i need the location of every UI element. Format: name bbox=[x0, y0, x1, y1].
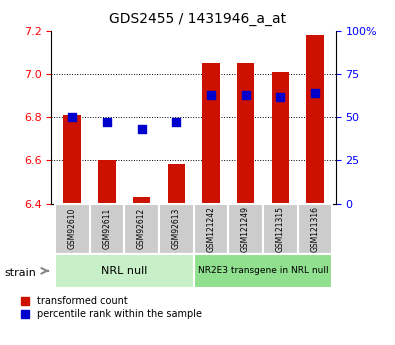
Bar bbox=[133, 197, 150, 204]
Point bbox=[208, 92, 214, 98]
Text: GDS2455 / 1431946_a_at: GDS2455 / 1431946_a_at bbox=[109, 12, 286, 26]
Point bbox=[69, 115, 75, 120]
Text: NRL null: NRL null bbox=[101, 266, 147, 276]
Bar bbox=[228, 204, 263, 254]
Bar bbox=[90, 204, 124, 254]
Bar bbox=[306, 36, 324, 204]
Bar bbox=[237, 63, 254, 204]
Bar bbox=[272, 72, 289, 204]
Point bbox=[312, 90, 318, 96]
Bar bbox=[159, 204, 194, 254]
Text: GSM121316: GSM121316 bbox=[310, 206, 320, 252]
Bar bbox=[55, 254, 194, 288]
Point bbox=[138, 126, 145, 131]
Text: GSM92610: GSM92610 bbox=[68, 208, 77, 249]
Text: strain: strain bbox=[4, 268, 36, 277]
Bar bbox=[263, 204, 297, 254]
Bar bbox=[194, 254, 332, 288]
Bar bbox=[64, 115, 81, 204]
Bar bbox=[202, 63, 220, 204]
Text: GSM92612: GSM92612 bbox=[137, 208, 146, 249]
Text: GSM121249: GSM121249 bbox=[241, 206, 250, 252]
Point bbox=[277, 94, 284, 99]
Point bbox=[173, 120, 179, 125]
Point bbox=[103, 120, 110, 125]
Bar bbox=[194, 204, 228, 254]
Text: GSM92613: GSM92613 bbox=[172, 208, 181, 249]
Bar bbox=[167, 164, 185, 204]
Bar bbox=[124, 204, 159, 254]
Text: GSM121315: GSM121315 bbox=[276, 206, 285, 252]
Bar bbox=[55, 204, 90, 254]
Bar bbox=[297, 204, 332, 254]
Text: GSM92611: GSM92611 bbox=[102, 208, 111, 249]
Text: NR2E3 transgene in NRL null: NR2E3 transgene in NRL null bbox=[198, 266, 328, 275]
Text: GSM121242: GSM121242 bbox=[207, 206, 215, 252]
Bar bbox=[98, 160, 115, 204]
Point bbox=[243, 92, 249, 98]
Legend: transformed count, percentile rank within the sample: transformed count, percentile rank withi… bbox=[21, 296, 202, 319]
